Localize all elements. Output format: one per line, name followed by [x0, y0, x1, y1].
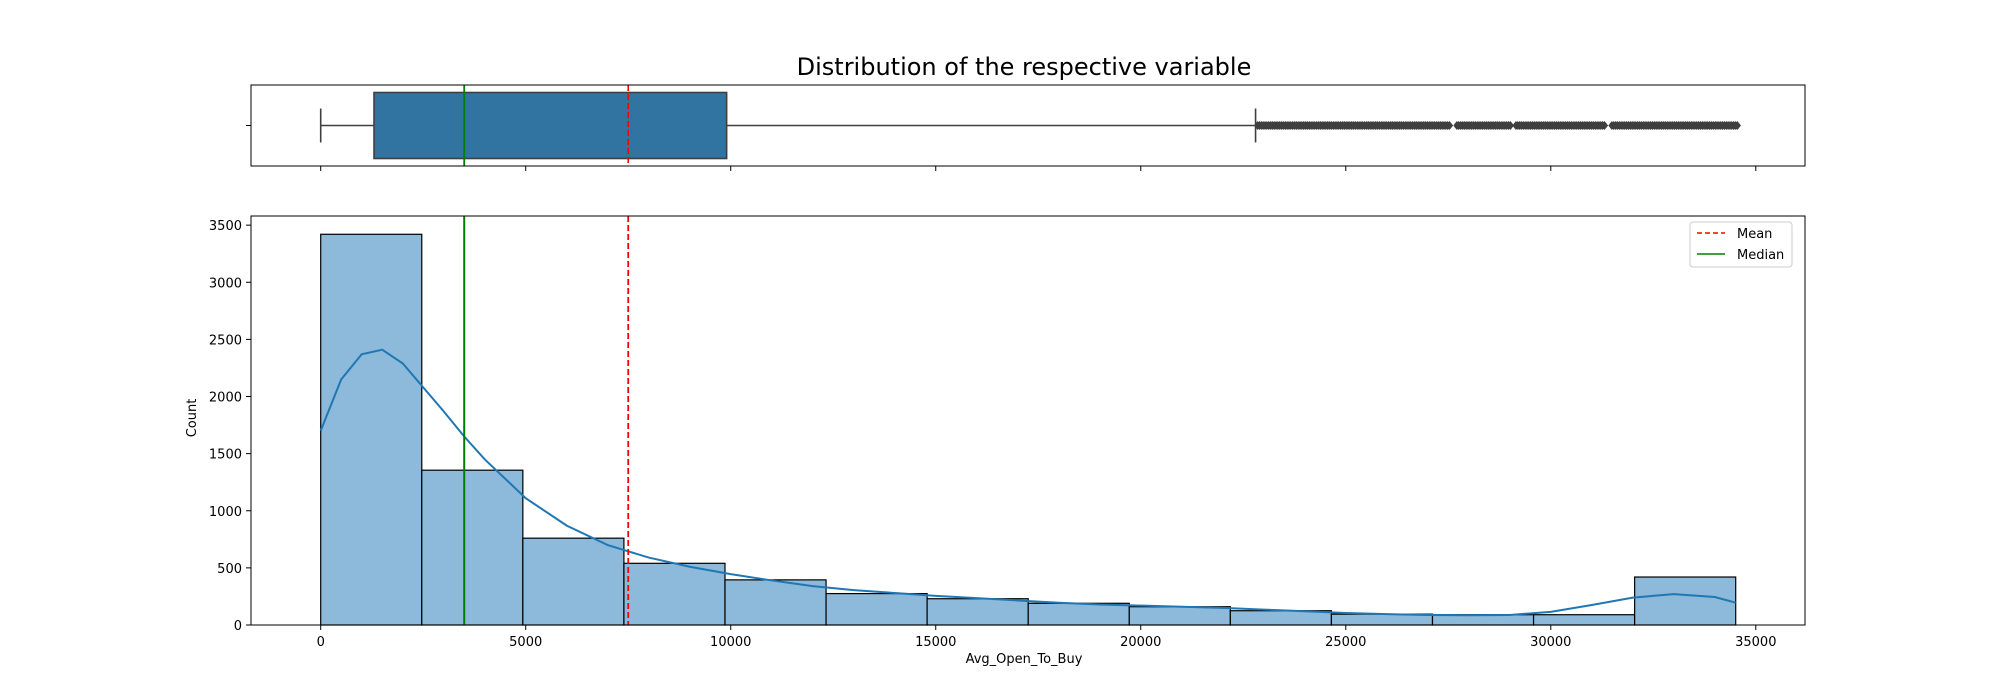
- y-tick-label: 2500: [209, 333, 242, 348]
- x-tick-label: 35000: [1735, 635, 1776, 650]
- histogram-bar: [421, 469, 524, 626]
- chart-title: Distribution of the respective variable: [797, 53, 1252, 81]
- outlier-point: [1733, 120, 1742, 131]
- histogram-bar: [623, 562, 726, 626]
- y-tick-label: 3500: [209, 219, 242, 234]
- box-plot-panel: [246, 84, 1806, 171]
- outlier-point: [1600, 120, 1609, 131]
- x-tick-label: 30000: [1530, 635, 1571, 650]
- x-tick-label: 10000: [710, 635, 751, 650]
- histogram-bar: [1431, 614, 1535, 626]
- y-tick-label: 500: [217, 562, 242, 577]
- x-tick-label: 15000: [915, 635, 956, 650]
- histogram-bar: [1330, 613, 1434, 626]
- y-tick-label: 2000: [209, 391, 242, 406]
- y-tick-label: 3000: [209, 276, 242, 291]
- outlier-point: [1445, 120, 1454, 131]
- histogram-bar: [1229, 610, 1333, 626]
- histogram-bar: [522, 537, 625, 626]
- y-tick-label: 0: [234, 619, 242, 634]
- histogram-bar: [1532, 614, 1636, 626]
- legend-mean-label: Mean: [1737, 227, 1772, 242]
- y-axis-label: Count: [185, 399, 200, 438]
- histogram-bar: [926, 598, 1029, 626]
- x-tick-label: 20000: [1120, 635, 1161, 650]
- histogram-panel: 0 5000 10000 15000 20000 25000 30000 35000 0 500 1…: [209, 215, 1806, 650]
- iqr-box: [373, 91, 728, 160]
- histogram-bar: [825, 592, 928, 626]
- x-tick-label: 5000: [509, 635, 542, 650]
- histogram-bars: [320, 233, 1737, 626]
- outlier-point: [1506, 120, 1515, 131]
- histogram-bar: [1027, 602, 1130, 626]
- legend-median-label: Median: [1737, 248, 1784, 263]
- y-tick-label: 1500: [209, 448, 242, 463]
- x-tick-label: 0: [317, 635, 325, 650]
- histogram-axes-frame: [250, 215, 1806, 626]
- kde-curve: [319, 348, 1736, 617]
- histogram-bar: [1128, 606, 1231, 626]
- y-tick-label: 1000: [209, 505, 242, 520]
- histogram-bar: [1634, 576, 1737, 626]
- histogram-bar: [724, 579, 827, 626]
- histogram-bar: [320, 233, 423, 626]
- x-axis-label: Avg_Open_To_Buy: [966, 652, 1083, 667]
- x-tick-label: 25000: [1325, 635, 1366, 650]
- legend: Mean Median: [1689, 221, 1793, 268]
- outlier-markers: [1253, 120, 1742, 131]
